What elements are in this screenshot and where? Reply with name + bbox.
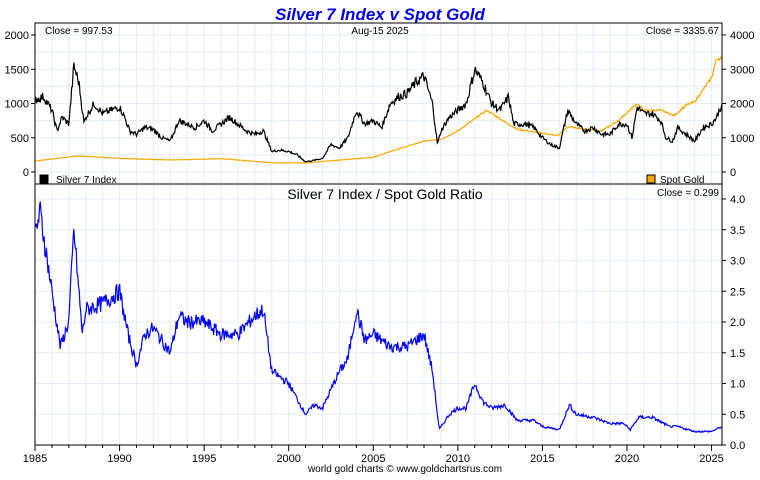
legend-gold-label: Spot Gold	[660, 175, 704, 186]
ratio-y-tick-label: 2.5	[730, 286, 745, 298]
series-layer	[34, 55, 723, 434]
ratio-y-tick-label: 3.5	[730, 225, 745, 237]
x-tick-label: 2000	[276, 453, 300, 465]
ratio-line	[34, 201, 723, 434]
right-y-tick-label: 3000	[730, 64, 754, 76]
ratio-close-label: Close = 0.299	[657, 188, 719, 199]
x-tick-label: 2010	[446, 453, 470, 465]
ratio-title: Silver 7 Index / Spot Gold Ratio	[287, 186, 483, 202]
chart-title: Silver 7 Index v Spot Gold	[275, 5, 485, 24]
x-tick-label: 2025	[699, 453, 723, 465]
left-y-tick-label: 500	[11, 133, 29, 145]
x-tick-label: 1995	[192, 453, 216, 465]
ratio-y-tick-label: 3.0	[730, 256, 745, 268]
x-tick-label: 2015	[530, 453, 554, 465]
left-y-tick-label: 1500	[5, 64, 29, 76]
ratio-y-tick-label: 1.5	[730, 348, 745, 360]
plot-frame	[34, 22, 723, 446]
legend-silver-label: Silver 7 Index	[56, 175, 117, 186]
ticks-layer: 0 500 1000 1500 2000 0 1000 2000 3000 4000 0.0 0.5 1…	[5, 30, 755, 465]
x-tick-label: 1990	[107, 453, 131, 465]
right-y-tick-label: 4000	[730, 30, 754, 42]
left-y-tick-label: 2000	[5, 30, 29, 42]
ratio-y-tick-label: 4.0	[730, 194, 745, 206]
left-y-tick-label: 1000	[5, 99, 29, 111]
silver-7-index-line	[34, 62, 723, 163]
silver-close-label: Close = 997.53	[45, 26, 113, 37]
spot-gold-line	[34, 55, 723, 164]
footer-credit: world gold charts © www.goldchartsrus.co…	[307, 464, 502, 475]
right-y-tick-label: 1000	[730, 133, 754, 145]
legend-silver-swatch	[39, 174, 49, 184]
ratio-y-tick-label: 2.0	[730, 317, 745, 329]
ratio-y-tick-label: 0.0	[730, 440, 745, 452]
right-y-tick-label: 0	[730, 167, 736, 179]
legend-gold-swatch	[646, 174, 656, 184]
ratio-y-tick-label: 1.0	[730, 379, 745, 391]
x-tick-label: 2020	[615, 453, 639, 465]
right-y-tick-label: 2000	[730, 99, 754, 111]
left-y-tick-label: 0	[23, 167, 29, 179]
x-tick-label: 2005	[361, 453, 385, 465]
date-label: Aug-15 2025	[351, 26, 409, 37]
gold-close-label: Close = 3335.67	[646, 26, 720, 37]
gridlines	[34, 23, 722, 446]
ratio-y-tick-label: 0.5	[730, 409, 745, 421]
x-tick-label: 1985	[23, 453, 47, 465]
